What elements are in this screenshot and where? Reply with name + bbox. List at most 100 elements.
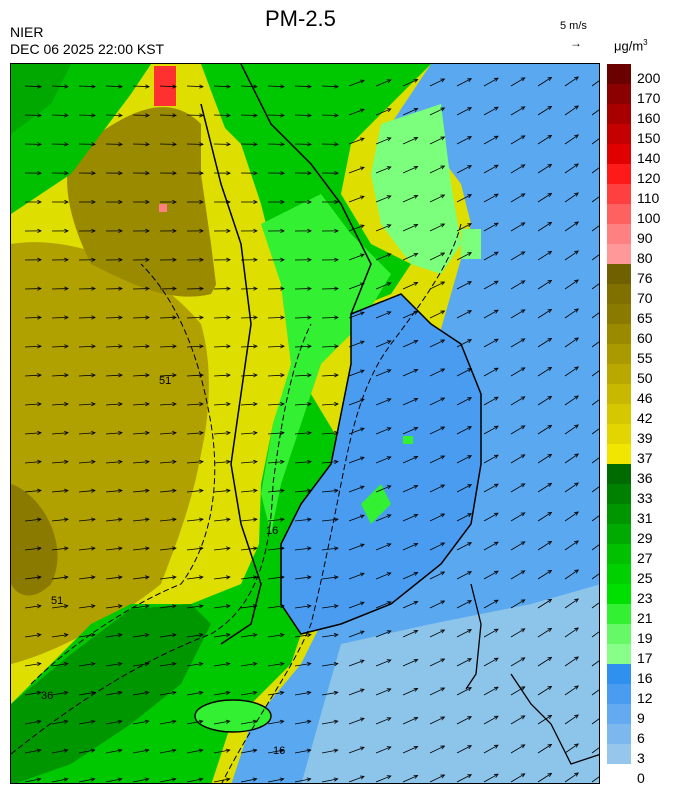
wind-arrow-head <box>144 546 150 551</box>
wind-arrow-head <box>334 430 339 436</box>
wind-arrow <box>348 457 365 464</box>
china-coastline <box>200 103 262 645</box>
wind-arrow <box>510 425 525 435</box>
wind-arrow <box>186 576 203 580</box>
wind-arrow-head <box>37 113 42 118</box>
colorbar-swatch <box>607 284 631 305</box>
wind-arrow-head <box>225 633 231 638</box>
wind-arrow <box>78 432 95 435</box>
wind-arrow-head <box>91 228 96 234</box>
wind-arrow <box>510 715 525 725</box>
wind-arrow-head <box>279 604 285 609</box>
wind-arrow-head <box>520 193 526 198</box>
wind-arrow-head <box>359 514 365 519</box>
wind-arrow-head <box>386 485 392 490</box>
wind-arrow <box>132 605 149 609</box>
wind-arrow <box>267 605 284 609</box>
wind-arrow-head <box>117 719 123 724</box>
wind-arrow <box>294 403 311 406</box>
colorbar-label: 3 <box>637 750 645 766</box>
wind-arrow <box>294 576 311 580</box>
wind-arrow-head <box>37 517 42 522</box>
wind-arrow-head <box>306 748 312 753</box>
wind-arrow <box>159 490 176 493</box>
wind-arrow-head <box>467 368 473 373</box>
wind-arrow <box>402 427 418 435</box>
wind-arrow <box>591 718 599 725</box>
colorbar-label: 6 <box>637 730 645 746</box>
wind-arrow <box>375 543 391 551</box>
wind-arrow-head <box>333 690 339 695</box>
wind-arrow <box>132 403 149 406</box>
wind-arrow-head <box>64 373 69 378</box>
colorbar-swatch <box>607 724 631 745</box>
wind-arrow <box>294 114 312 116</box>
wind-arrow-head <box>279 575 285 580</box>
wind-arrow-head <box>280 199 285 205</box>
wind-arrow <box>51 403 68 406</box>
wind-arrow-head <box>440 716 446 721</box>
wind-arrow <box>375 630 391 638</box>
wind-arrow-head <box>64 315 69 320</box>
wind-arrow <box>537 77 552 87</box>
wind-arrow <box>402 398 418 406</box>
wind-arrow <box>213 720 230 725</box>
wind-arrow <box>510 367 525 377</box>
wind-arrow <box>537 106 552 116</box>
wind-arrow <box>375 717 391 725</box>
sea-south-light <box>301 584 599 783</box>
wind-arrow <box>78 778 95 783</box>
wind-arrow-head <box>253 228 258 234</box>
wind-arrow-head <box>226 199 231 205</box>
wind-arrow-head <box>547 366 553 371</box>
wind-arrow-head <box>467 455 473 460</box>
wind-arrow <box>186 461 203 464</box>
wind-arrow <box>213 403 230 406</box>
wind-arrow <box>78 403 95 406</box>
colorbar-label: 60 <box>637 330 653 346</box>
wind-arrow-head <box>333 633 339 638</box>
wind-arrow-head <box>172 199 177 205</box>
wind-arrow-head <box>172 171 177 176</box>
wind-arrow <box>105 634 122 638</box>
wind-arrow-head <box>226 228 231 234</box>
wind-arrow-head <box>280 142 285 147</box>
wind-arrow-head <box>307 373 312 378</box>
colorbar-label: 31 <box>637 510 653 526</box>
wind-arrow <box>321 663 338 667</box>
wind-arrow-head <box>333 748 339 753</box>
wind-arrow-head <box>467 600 473 605</box>
wind-arrow <box>213 691 230 696</box>
wind-arrow <box>456 716 472 725</box>
wind-arrow-head <box>306 690 312 695</box>
wind-arrow-head <box>91 84 96 89</box>
colorbar-swatch <box>607 524 631 545</box>
colorbar-label: 42 <box>637 410 653 426</box>
wind-arrow-head <box>547 482 553 487</box>
wind-arrow <box>267 749 284 754</box>
wind-arrow <box>24 316 42 319</box>
wind-arrow-head <box>467 223 473 228</box>
wind-arrow <box>159 634 176 638</box>
wind-arrow <box>24 749 41 754</box>
wind-arrow <box>51 576 68 580</box>
wind-arrow-head <box>64 257 69 262</box>
colorbar-label: 46 <box>637 390 653 406</box>
wind-arrow <box>402 746 418 754</box>
wind-arrow-head <box>440 368 446 373</box>
wind-arrow <box>483 686 499 696</box>
wind-arrow-head <box>199 257 204 262</box>
wind-arrow-head <box>253 459 258 464</box>
wind-arrow-head <box>547 627 553 632</box>
wind-arrow <box>213 461 230 464</box>
wind-arrow <box>483 135 499 145</box>
agency-label: NIER <box>10 24 44 40</box>
wind-arrow <box>78 720 95 725</box>
wind-arrow-head <box>520 599 526 604</box>
wind-arrow-head <box>467 629 473 634</box>
wind-arrow-head <box>574 221 579 226</box>
wind-arrow-head <box>171 575 177 580</box>
wind-arrow <box>51 345 69 348</box>
wind-arrow-head <box>252 546 258 551</box>
wind-arrow <box>294 374 311 377</box>
